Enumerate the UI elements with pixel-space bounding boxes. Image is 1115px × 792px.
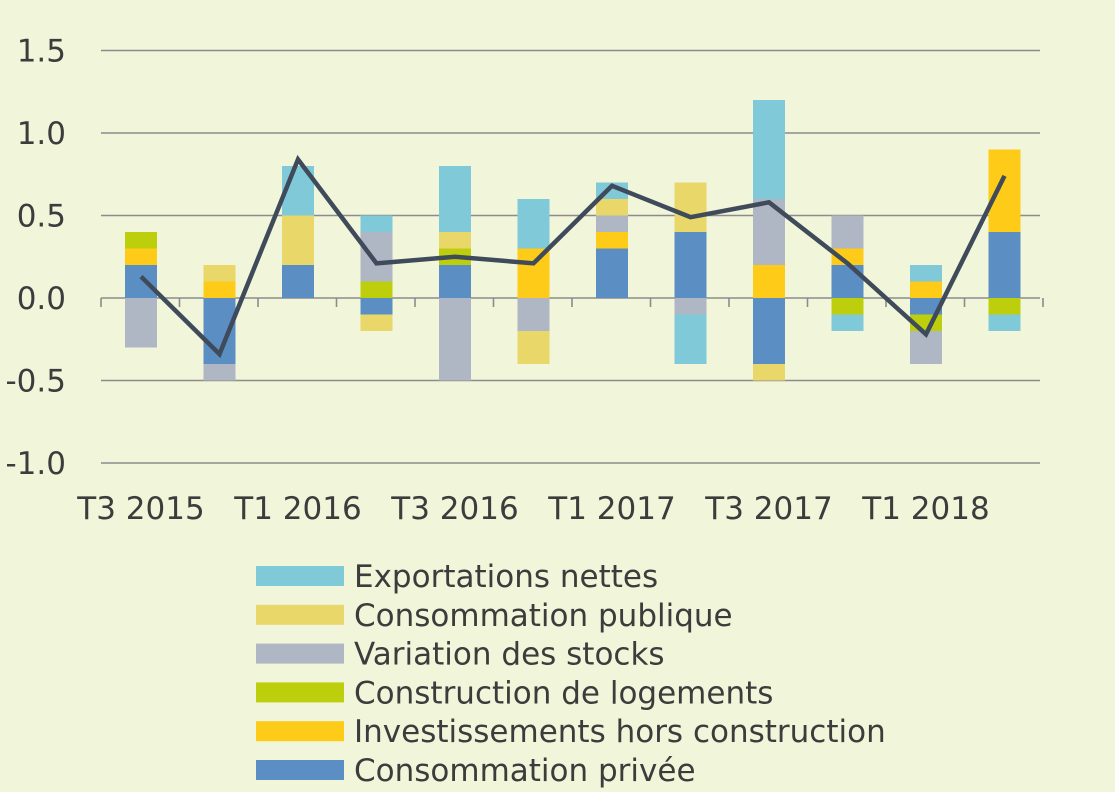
bar-segment <box>203 281 236 298</box>
bar-segment <box>125 265 157 298</box>
bar-segment <box>517 298 550 331</box>
bar-segment <box>988 232 1021 298</box>
x-tick-label: T3 2016 <box>390 491 518 527</box>
x-tick-label: T3 2015 <box>76 491 204 527</box>
legend-swatch <box>256 760 344 780</box>
bar-segment <box>439 232 471 249</box>
legend-swatch <box>256 643 344 664</box>
bar-segment <box>517 331 550 364</box>
bar-segment <box>360 215 393 232</box>
bar-segment <box>125 298 157 348</box>
x-tick-label: T3 2017 <box>704 491 832 527</box>
bar-segment <box>753 100 785 199</box>
bar-segment <box>360 232 393 282</box>
y-tick-label: -1.0 <box>6 446 67 482</box>
grid-lines <box>100 49 1044 464</box>
bar-segment <box>282 265 314 298</box>
y-tick-label: -0.5 <box>6 364 67 400</box>
bar-segment <box>988 314 1021 331</box>
legend-swatch <box>256 721 344 742</box>
bar-segment <box>517 248 550 298</box>
x-tick-label: T1 2016 <box>233 491 361 527</box>
bar-segment <box>439 166 471 232</box>
legend-label: Consommation privée <box>354 753 696 789</box>
bar-segment <box>831 314 864 331</box>
bar-segment <box>674 314 707 364</box>
legend-label: Investissements hors construction <box>354 714 886 750</box>
bar-segment <box>439 298 471 381</box>
bar-segment <box>596 199 628 216</box>
bar-segment <box>203 364 236 381</box>
total-line-path <box>139 154 1007 359</box>
legend-label: Consommation publique <box>354 598 733 634</box>
bar-segment <box>674 298 707 315</box>
bar-segment <box>282 215 314 265</box>
legend-label: Exportations nettes <box>354 559 658 595</box>
y-axis-ticks: 1.5 1.0 0.5 0.0 -0.5 -1.0 <box>6 34 67 483</box>
bar-segment <box>988 149 1021 232</box>
bar-segment <box>831 215 864 249</box>
bar-segment <box>753 265 785 298</box>
bar-segment <box>831 248 864 265</box>
bar-segment <box>910 298 942 315</box>
total-line <box>139 154 1007 359</box>
legend-label: Construction de logements <box>354 675 773 711</box>
bar-segment <box>596 215 628 232</box>
bar-segment <box>831 265 864 298</box>
bar-segment <box>910 265 942 282</box>
bar-segment <box>596 248 628 298</box>
bars <box>125 100 1021 381</box>
legend-swatch <box>256 682 344 703</box>
legend-swatch <box>256 566 344 586</box>
bar-segment <box>360 298 393 315</box>
bar-segment <box>517 199 550 249</box>
x-tick-label: T1 2018 <box>861 491 989 527</box>
bar-segment <box>360 314 393 331</box>
y-tick-label: 1.0 <box>17 116 66 152</box>
x-tick-label: T1 2017 <box>547 491 675 527</box>
bar-segment <box>203 265 236 282</box>
legend-label: Variation des stocks <box>354 637 665 673</box>
x-axis-ticks: T3 2015 T1 2016 T3 2016 T1 2017 T3 2017 T1 20… <box>76 491 989 527</box>
bar-segment <box>596 232 628 249</box>
bar-segment <box>831 298 864 315</box>
bar-segment <box>674 182 707 232</box>
bar-segment <box>125 248 157 265</box>
bar-segment <box>674 232 707 298</box>
y-tick-label: 1.5 <box>17 34 66 70</box>
bar-segment <box>988 298 1021 315</box>
bar-segment <box>439 265 471 298</box>
legend-swatch <box>256 604 344 625</box>
bar-segment <box>753 298 785 364</box>
y-tick-label: 0.0 <box>17 281 66 317</box>
y-tick-label: 0.5 <box>17 199 66 235</box>
bar-segment <box>910 281 942 298</box>
bar-segment <box>753 364 785 381</box>
bar-segment <box>360 281 393 298</box>
bar-segment <box>125 232 157 249</box>
